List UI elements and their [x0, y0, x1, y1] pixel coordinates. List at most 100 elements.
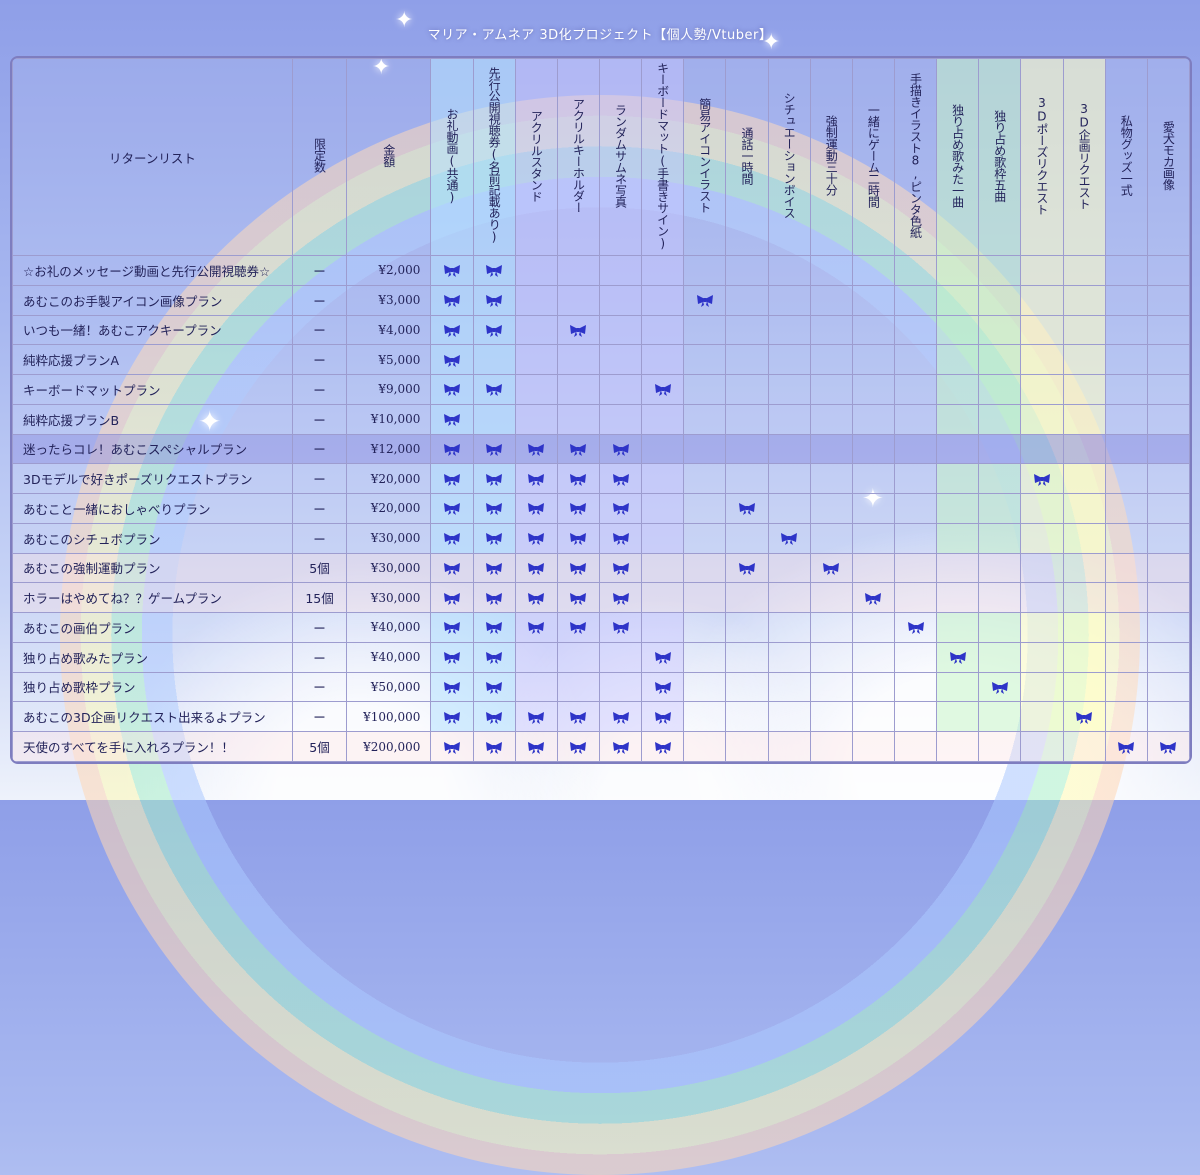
table-row: あむこと一緒におしゃべりプランー ¥20,000	[12, 493, 1190, 524]
reward-cell	[1020, 314, 1064, 346]
reward-cell	[936, 284, 980, 316]
reward-cell	[1062, 374, 1106, 405]
ribbon-icon	[527, 441, 545, 456]
ribbon-icon	[443, 382, 461, 397]
plan-limit: ー	[291, 284, 348, 316]
reward-cell	[767, 701, 811, 732]
reward-cell	[1020, 522, 1064, 554]
table-row: いつも一緒！あむこアクキープランー ¥4,000	[12, 314, 1190, 346]
reward-cell	[1062, 433, 1106, 465]
column-header: アクリルスタンド	[514, 58, 558, 256]
reward-cell	[641, 522, 685, 554]
reward-cell	[430, 552, 474, 584]
plan-limit: ー	[291, 314, 348, 346]
reward-cell	[809, 374, 853, 405]
reward-cell	[556, 255, 600, 286]
reward-cell	[1020, 463, 1064, 494]
plan-limit: 15個	[291, 582, 348, 613]
ribbon-icon	[612, 590, 630, 605]
ribbon-icon	[443, 322, 461, 337]
reward-cell	[936, 641, 980, 673]
plan-name: 純粋応援プランB	[12, 403, 293, 435]
reward-cell	[978, 701, 1022, 732]
column-header: 先行公開視聴券(名前記載あり)	[472, 58, 516, 256]
ribbon-icon	[443, 412, 461, 427]
reward-cell	[851, 433, 895, 465]
ribbon-icon	[527, 620, 545, 635]
reward-cell	[514, 612, 558, 643]
reward-cell	[851, 493, 895, 524]
reward-cell	[767, 612, 811, 643]
ribbon-icon	[1159, 739, 1177, 754]
reward-cell	[936, 255, 980, 286]
reward-cell	[725, 344, 769, 375]
table-row: 迷ったらコレ！あむこスペシャルプランー ¥12,000	[12, 433, 1190, 465]
reward-cell	[598, 701, 643, 732]
reward-cell	[978, 403, 1022, 435]
column-header-label: 独り占め歌枠五曲	[992, 109, 1007, 202]
page-title: マリア・アムネア 3D化プロジェクト【個人勢/Vtuber】	[427, 28, 773, 43]
ribbon-icon	[822, 560, 840, 575]
reward-cell	[767, 552, 811, 584]
reward-cell	[514, 314, 558, 346]
reward-cell	[1062, 493, 1106, 524]
reward-cell	[978, 493, 1022, 524]
ribbon-icon	[569, 441, 587, 456]
plan-name: あむこの画伯プラン	[12, 612, 293, 643]
table-row: あむこのシチュボプランー ¥30,000	[12, 522, 1190, 554]
ribbon-icon	[485, 263, 503, 278]
reward-cell	[1104, 314, 1148, 346]
reward-cell	[1062, 463, 1106, 494]
header-row: リターンリスト 限定数 金額 お礼動画(共通) 先行公開視聴券(名前記載あり) アク…	[12, 58, 1190, 256]
reward-cell	[641, 731, 685, 762]
reward-cell	[893, 284, 938, 316]
plan-price: ¥20,000	[346, 493, 432, 524]
header-limit-label: 限定数	[312, 138, 327, 173]
reward-cell	[893, 701, 938, 732]
reward-cell	[556, 284, 600, 316]
reward-cell	[1146, 612, 1190, 643]
reward-cell	[767, 463, 811, 494]
ribbon-icon	[443, 293, 461, 308]
reward-cell	[893, 522, 938, 554]
reward-cell	[1146, 522, 1190, 554]
reward-cell	[430, 582, 474, 613]
plan-limit: ー	[291, 522, 348, 554]
ribbon-icon	[654, 739, 672, 754]
table-row: ホラーはやめてね？？ゲームプラン 15個 ¥30,000	[12, 582, 1190, 613]
ribbon-icon	[949, 650, 967, 665]
reward-cell	[1104, 612, 1148, 643]
reward-cell	[556, 344, 600, 375]
reward-cell	[430, 522, 474, 554]
column-header-label: 私物グッズ一式	[1119, 115, 1134, 196]
reward-cell	[936, 522, 980, 554]
reward-cell	[683, 284, 727, 316]
reward-cell	[1020, 284, 1064, 316]
plan-price: ¥100,000	[346, 701, 432, 732]
plan-name: キーボードマットプラン	[12, 374, 293, 405]
reward-cell	[430, 701, 474, 732]
table-row: あむこのお手製アイコン画像プランー ¥3,000	[12, 284, 1190, 316]
reward-cell	[893, 314, 938, 346]
reward-cell	[767, 582, 811, 613]
sparkle-icon: ✦	[395, 8, 414, 33]
reward-cell	[893, 671, 938, 703]
ribbon-icon	[443, 441, 461, 456]
ribbon-icon	[443, 650, 461, 665]
reward-cell	[1104, 463, 1148, 494]
plan-limit: ー	[291, 701, 348, 732]
reward-cell	[472, 374, 516, 405]
plan-limit: 5個	[291, 731, 348, 762]
header-return-list-label: リターンリスト	[109, 150, 196, 166]
column-header: 独り占め歌みた一曲	[936, 58, 980, 256]
reward-cell	[472, 314, 516, 346]
reward-cell	[1104, 284, 1148, 316]
reward-cell	[978, 522, 1022, 554]
reward-cell	[851, 731, 895, 762]
reward-cell	[767, 374, 811, 405]
reward-cell	[1062, 284, 1106, 316]
reward-cell	[430, 612, 474, 643]
reward-cell	[1146, 403, 1190, 435]
reward-cell	[598, 463, 643, 494]
column-header: お礼動画(共通)	[430, 58, 474, 256]
